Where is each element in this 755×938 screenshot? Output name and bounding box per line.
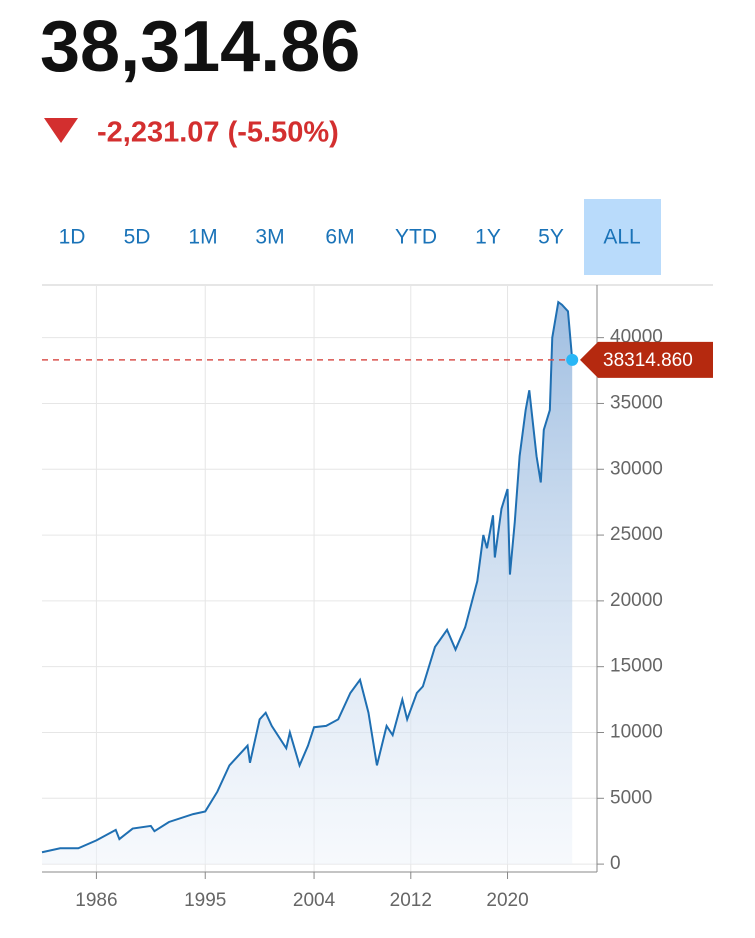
range-button[interactable]: 1Y [475, 226, 501, 249]
range-button[interactable]: 5Y [538, 226, 564, 249]
x-tick-label: 2020 [486, 890, 528, 911]
price-change: -2,231.07 (-5.50%) [97, 117, 339, 149]
range-button[interactable]: 5D [124, 226, 151, 249]
y-tick-label: 15000 [610, 656, 663, 677]
range-button[interactable]: 1D [59, 226, 86, 249]
current-tag [580, 341, 713, 378]
y-tick-label: 0 [610, 853, 621, 874]
y-tick-label: 10000 [610, 722, 663, 743]
x-tick-label: 2012 [390, 890, 432, 911]
price: 38,314.86 [40, 7, 360, 87]
line [41, 300, 574, 854]
down-arrow [44, 118, 78, 143]
current-label: 38314.860 [603, 350, 693, 371]
x-tick-label: 2004 [293, 890, 336, 911]
area [42, 302, 573, 865]
range-button[interactable]: 3M [255, 226, 284, 249]
y-tick-label: 35000 [610, 392, 663, 413]
y-tick-label: 20000 [610, 590, 663, 611]
range-button-selected [584, 199, 661, 275]
x-tick-label: 1986 [75, 890, 117, 911]
range-button[interactable]: YTD [395, 226, 437, 249]
y-tick-label: 30000 [610, 458, 663, 479]
range-button[interactable]: 1M [188, 226, 217, 249]
range-button[interactable]: ALL [603, 226, 640, 249]
range-button[interactable]: 6M [325, 226, 354, 249]
y-tick-label: 5000 [610, 787, 652, 808]
current-point [566, 353, 579, 366]
y-tick-label: 25000 [610, 524, 663, 545]
x-tick-label: 1995 [184, 890, 226, 911]
